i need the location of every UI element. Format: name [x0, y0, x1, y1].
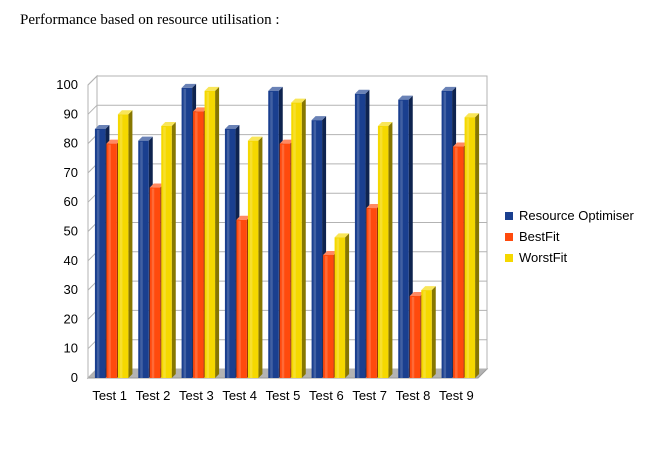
bar	[334, 233, 350, 378]
y-tick-label: 40	[64, 253, 78, 268]
y-tick-label: 90	[64, 106, 78, 121]
x-tick-label: Test 4	[222, 388, 257, 403]
y-tick-label: 30	[64, 282, 78, 297]
y-tick-label: 80	[64, 136, 78, 151]
gridline	[87, 75, 487, 86]
x-tick-label: Test 3	[179, 388, 214, 403]
y-tick-label: 100	[56, 77, 78, 92]
bar	[377, 122, 393, 379]
y-tick-label: 20	[64, 311, 78, 326]
legend-label: Resource Optimiser	[519, 208, 635, 223]
y-tick-label: 50	[64, 224, 78, 239]
x-tick-label: Test 6	[309, 388, 344, 403]
x-tick-label: Test 1	[92, 388, 127, 403]
y-tick-label: 10	[64, 341, 78, 356]
bar	[421, 286, 436, 378]
page-heading: Performance based on resource utilisatio…	[20, 12, 280, 28]
y-tick-label: 0	[71, 370, 78, 385]
x-tick-label: Test 9	[439, 388, 474, 403]
x-tick-label: Test 5	[266, 388, 301, 403]
bar	[204, 86, 220, 379]
x-tick-label: Test 8	[396, 388, 431, 403]
x-tick-label: Test 7	[352, 388, 387, 403]
x-tick-label: Test 2	[136, 388, 171, 403]
legend-swatch	[505, 212, 513, 220]
legend-swatch	[505, 233, 513, 241]
bar	[464, 113, 480, 378]
bar	[117, 110, 133, 379]
legend-label: BestFit	[519, 229, 560, 244]
bar	[161, 122, 176, 379]
legend-swatch	[505, 254, 513, 262]
y-tick-label: 70	[64, 165, 78, 180]
bar	[291, 98, 306, 378]
legend-label: WorstFit	[519, 250, 568, 265]
bar	[247, 136, 263, 378]
y-tick-label: 60	[64, 194, 78, 209]
